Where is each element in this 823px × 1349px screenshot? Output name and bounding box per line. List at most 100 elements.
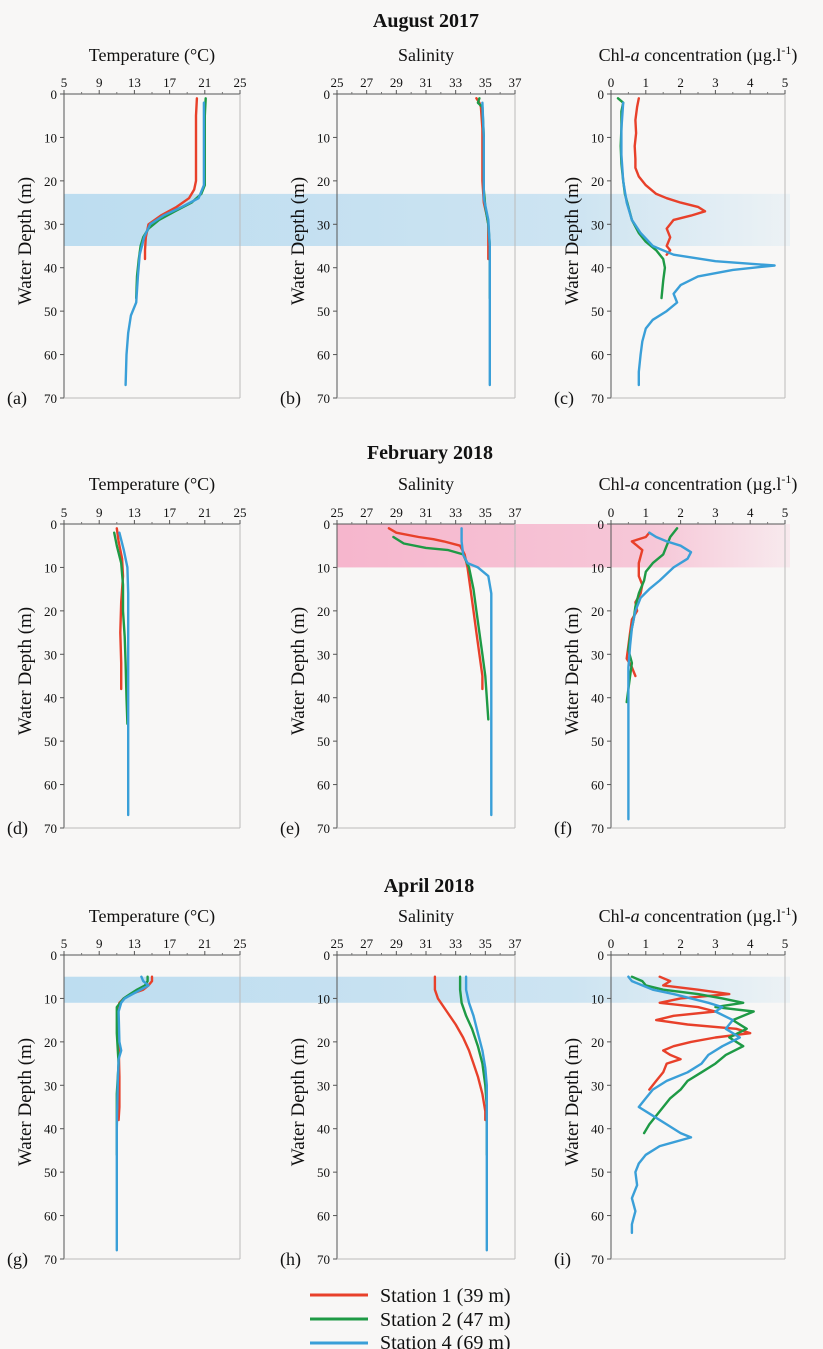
x-tick-label-panel-b: 31 (420, 75, 433, 90)
y-tick-label-panel-c: 40 (591, 261, 604, 276)
y-tick-label-panel-c: 70 (591, 391, 604, 406)
y-tick-label-panel-d: 10 (44, 560, 57, 575)
y-tick-label-panel-d: 20 (44, 604, 57, 619)
panel-d: Temperature (°C) 5 9 13 17 21 25 0 10 20 30 40 50 60 7… (7, 474, 247, 839)
y-tick-label-panel-b: 20 (317, 174, 330, 189)
y-tick-label-panel-g: 50 (44, 1165, 57, 1180)
legend-label-station-1: Station 1 (39 m) (380, 1285, 511, 1307)
x-tick-label-panel-e: 31 (420, 505, 433, 520)
series-line-station-4-panel-b (481, 101, 491, 387)
y-tick-label-panel-g: 0 (51, 948, 58, 963)
axis-title-salinity-panel-h: Salinity (398, 906, 454, 926)
panel-e: Salinity 25 27 29 31 33 35 37 0 10 20 30 40 50 60 70 Wat… (280, 474, 522, 839)
y-tick-label-panel-f: 0 (598, 517, 605, 532)
x-tick-label-panel-f: 5 (782, 505, 789, 520)
y-tick-label-panel-a: 0 (51, 87, 58, 102)
panel-i: Chl-a concentration (µg.l-1)0 1 2 3 4 5010203… (554, 904, 797, 1270)
row-title-april-2018: April 2018 (384, 875, 475, 897)
y-tick-label-panel-h: 0 (324, 948, 331, 963)
x-tick-label-panel-g: 17 (163, 936, 177, 951)
y-tick-label-panel-h: 10 (317, 991, 330, 1006)
y-tick-label-panel-g: 20 (44, 1035, 57, 1050)
legend-label-station-4: Station 4 (69 m) (380, 1332, 511, 1349)
y-tick-label-panel-d: 60 (44, 778, 57, 793)
y-tick-label-panel-h: 20 (317, 1035, 330, 1050)
x-tick-label-panel-d: 9 (96, 505, 103, 520)
legend: Station 1 (39 m) Station 2 (47 m) Statio… (310, 1285, 511, 1349)
panel-letter-panel-g: (g) (7, 1249, 28, 1270)
x-tick-label-panel-c: 4 (747, 75, 754, 90)
y-tick-label-panel-g: 30 (44, 1078, 57, 1093)
axis-title-salinity-panel-e: Salinity (398, 474, 454, 494)
x-tick-label-panel-g: 25 (234, 936, 247, 951)
y-tick-label-panel-i: 10 (591, 991, 604, 1006)
y-tick-label-panel-i: 60 (591, 1209, 604, 1224)
y-tick-label-panel-i: 0 (598, 948, 605, 963)
y-tick-label-panel-f: 20 (591, 604, 604, 619)
y-axis-label-panel-f: Water Depth (m) (562, 607, 583, 735)
y-tick-label-panel-a: 10 (44, 130, 57, 145)
x-tick-label-panel-i: 0 (608, 936, 615, 951)
x-tick-label-panel-h: 29 (390, 936, 403, 951)
x-tick-label-panel-i: 5 (782, 936, 789, 951)
panel-g: Temperature (°C) 5 9 13 17 21 25 0 10 20 30 40 50 60 7… (7, 906, 247, 1270)
y-tick-label-panel-f: 30 (591, 647, 604, 662)
highlight-band-panel-e-0 (337, 524, 790, 568)
x-tick-label-panel-b: 27 (360, 75, 374, 90)
series-line-station-4-panel-e (460, 527, 493, 817)
x-tick-label-panel-b: 29 (390, 75, 403, 90)
y-tick-label-panel-i: 70 (591, 1252, 604, 1267)
y-tick-label-panel-g: 60 (44, 1209, 57, 1224)
y-tick-label-panel-b: 40 (317, 261, 330, 276)
x-tick-label-panel-i: 1 (643, 936, 650, 951)
y-tick-label-panel-c: 30 (591, 217, 604, 232)
panel-letter-panel-e: (e) (280, 818, 300, 839)
y-tick-label-panel-i: 20 (591, 1035, 604, 1050)
row-title-february-2018: February 2018 (367, 442, 493, 464)
panel-letter-panel-a: (a) (7, 388, 27, 409)
x-tick-label-panel-f: 3 (712, 505, 719, 520)
y-tick-label-panel-f: 50 (591, 734, 604, 749)
x-tick-label-panel-c: 1 (643, 75, 650, 90)
axis-title-chl-a-panel-i: Chl-a concentration (µg.l-1) (599, 904, 798, 927)
y-axis-label-panel-d: Water Depth (m) (15, 607, 36, 735)
x-tick-label-panel-a: 25 (234, 75, 247, 90)
y-axis-label-panel-a: Water Depth (m) (15, 177, 36, 305)
x-tick-label-panel-b: 35 (479, 75, 492, 90)
y-tick-label-panel-c: 60 (591, 348, 604, 363)
series-line-station-4-panel-g (115, 975, 150, 1252)
x-tick-label-panel-d: 17 (163, 505, 177, 520)
panel-c: Chl-a concentration (µg.l-1)0 1 2 3 4 5010203… (554, 43, 797, 409)
x-tick-label-panel-h: 35 (479, 936, 492, 951)
x-tick-label-panel-c: 5 (782, 75, 789, 90)
x-tick-label-panel-g: 13 (128, 936, 141, 951)
x-tick-label-panel-e: 29 (390, 505, 403, 520)
y-tick-label-panel-e: 70 (317, 821, 330, 836)
panel-letter-panel-f: (f) (554, 818, 572, 839)
panel-a: Temperature (°C) 5 9 13 17 21 25 0 10 20 30 40 50 60 7… (7, 45, 247, 409)
x-tick-label-panel-a: 9 (96, 75, 103, 90)
y-tick-label-panel-e: 40 (317, 691, 330, 706)
panel-b: Salinity 25 27 29 31 33 35 37 0 10 20 30 40 50 60 70 Wat… (280, 45, 522, 409)
y-tick-label-panel-e: 50 (317, 734, 330, 749)
x-tick-label-panel-e: 25 (331, 505, 344, 520)
x-tick-label-panel-d: 25 (234, 505, 247, 520)
y-tick-label-panel-g: 10 (44, 991, 57, 1006)
y-tick-label-panel-h: 70 (317, 1252, 330, 1267)
panels-layer: Temperature (°C)5 9 13 17 21 2501020304050607… (7, 43, 797, 1270)
y-tick-label-panel-a: 70 (44, 391, 57, 406)
x-tick-label-panel-d: 5 (61, 505, 68, 520)
series-line-station-4-panel-d (118, 531, 130, 817)
legend-label-station-2: Station 2 (47 m) (380, 1309, 511, 1331)
y-tick-label-panel-e: 60 (317, 778, 330, 793)
y-axis-label-panel-e: Water Depth (m) (288, 607, 309, 735)
x-tick-label-panel-e: 27 (360, 505, 374, 520)
y-tick-label-panel-a: 50 (44, 304, 57, 319)
series-line-station-4-panel-i (627, 975, 741, 1235)
x-tick-label-panel-c: 2 (677, 75, 684, 90)
y-tick-label-panel-a: 60 (44, 348, 57, 363)
y-tick-label-panel-i: 30 (591, 1078, 604, 1093)
y-tick-label-panel-h: 60 (317, 1209, 330, 1224)
x-tick-label-panel-c: 0 (608, 75, 615, 90)
y-tick-label-panel-b: 0 (324, 87, 331, 102)
